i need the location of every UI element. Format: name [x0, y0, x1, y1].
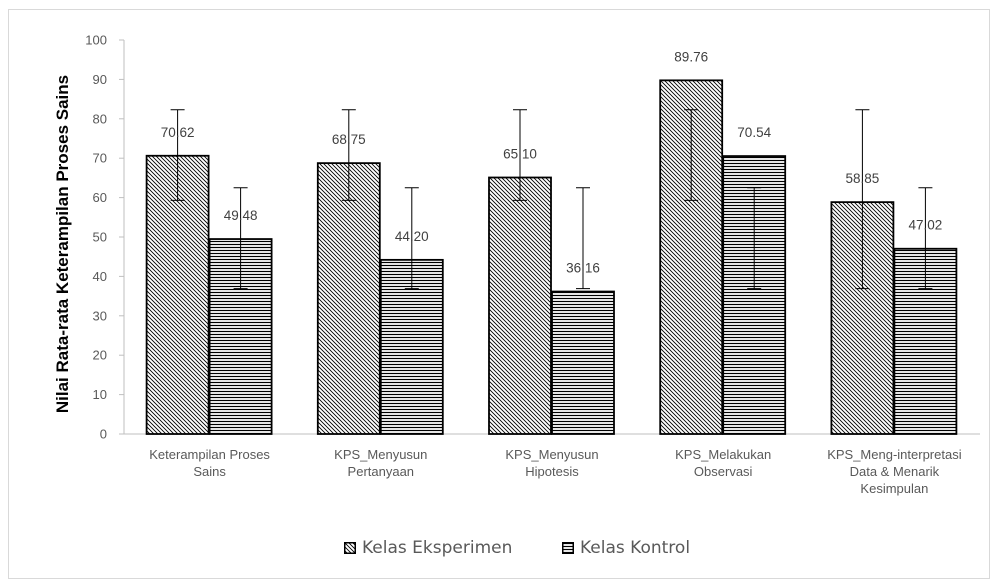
data-label: 68.75: [332, 132, 366, 147]
category-labels: Keterampilan Proses Sains KPS_Menyusun Pert…: [149, 447, 961, 496]
data-label: 58.85: [846, 171, 880, 186]
y-tick-label: 40: [93, 269, 107, 284]
error-bars: [170, 109, 933, 290]
y-axis-label: Nilai Rata-rata Keterampilan Proses Sain…: [53, 75, 72, 413]
legend-item-kontrol: Kelas Kontrol: [562, 538, 690, 558]
data-labels: 70.62 49.48 68.75 44.20 65.10 36.16 89.76 70.54…: [161, 49, 943, 275]
y-tick-label: 0: [100, 427, 107, 442]
legend-item-eksperimen: Kelas Eksperimen: [344, 538, 512, 558]
x-category-label: KPS_Menyusun Hipotesis: [505, 447, 598, 479]
y-tick-label: 50: [93, 230, 107, 245]
x-category-label: Keterampilan Proses Sains: [149, 447, 270, 479]
data-label: 70.62: [161, 125, 195, 140]
data-label: 70.54: [737, 125, 771, 140]
bar-eksperimen: [145, 154, 210, 435]
data-label: 36.16: [566, 261, 600, 276]
y-tick-label: 10: [93, 387, 107, 402]
y-tick-label: 90: [93, 72, 107, 87]
data-label: 47.02: [909, 218, 943, 233]
bars: [145, 79, 958, 435]
legend-label-eksperimen: Kelas Eksperimen: [362, 538, 513, 558]
y-tick-label: 60: [93, 190, 107, 205]
y-tick-label: 20: [93, 348, 107, 363]
y-tick-label: 100: [85, 33, 107, 48]
data-label: 49.48: [224, 208, 258, 223]
data-label: 65.10: [503, 147, 537, 162]
bar-eksperimen: [316, 162, 381, 435]
x-category-label: KPS_Menyusun Pertanyaan: [334, 447, 427, 479]
y-tick-label: 30: [93, 308, 107, 323]
data-label: 89.76: [674, 49, 708, 64]
bar-kontrol: [551, 290, 615, 435]
x-category-label: KPS_Meng-interpretasi Data & Menarik Kesim…: [827, 447, 962, 496]
x-category-label: KPS_Melakukan Observasi: [675, 447, 771, 479]
y-tick-label: 80: [93, 111, 107, 126]
y-tick-label: 70: [93, 151, 107, 166]
data-label: 44.20: [395, 229, 429, 244]
legend-swatch-horizontal: [562, 542, 574, 554]
legend-swatch-diagonal: [344, 542, 356, 554]
bar-eksperimen: [488, 176, 552, 435]
legend-label-kontrol: Kelas Kontrol: [580, 538, 691, 558]
